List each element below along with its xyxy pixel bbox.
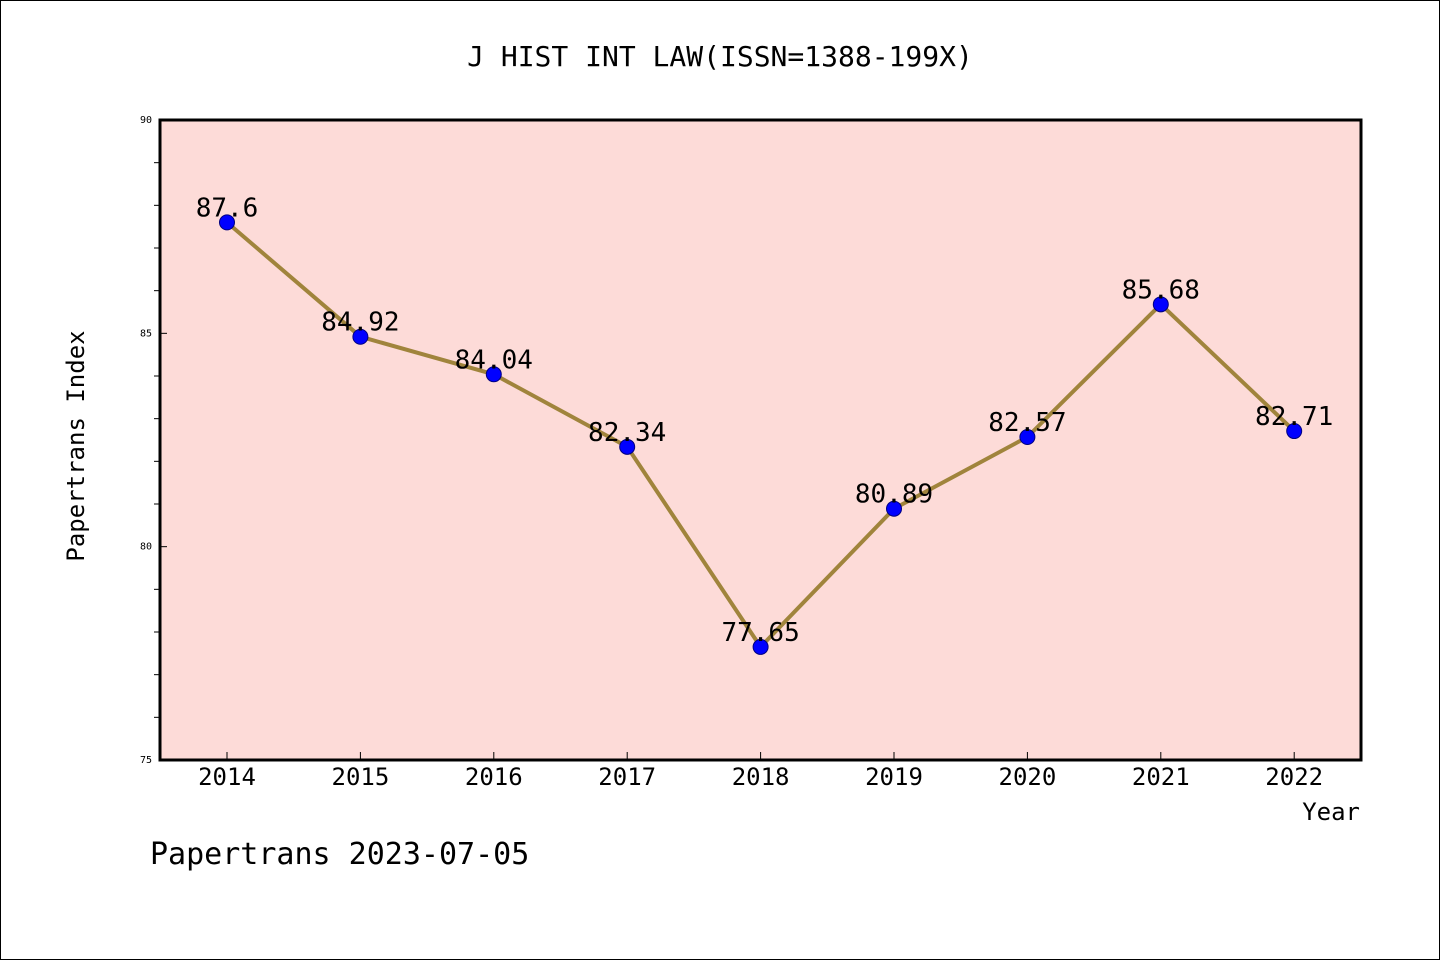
y-minor-ticks xyxy=(154,162,160,718)
x-tick-label: 2015 xyxy=(332,763,390,791)
footer-note: Papertrans 2023-07-05 xyxy=(150,837,529,872)
y-tick-label: 90 xyxy=(140,115,152,126)
x-tick-label: 2022 xyxy=(1265,763,1323,791)
data-point xyxy=(886,500,902,517)
data-label: 85.68 xyxy=(1122,275,1200,305)
data-points xyxy=(219,214,1303,655)
data-point xyxy=(752,638,769,655)
y-axis-ticks: 75 80 85 90 xyxy=(140,115,167,766)
data-point xyxy=(1152,296,1169,313)
data-labels: 87.6 84.92 84.04 82.34 77.65 80.89 82.57 85.68 8… xyxy=(196,193,1334,648)
data-point xyxy=(485,366,502,383)
y-axis-title: Papertrans Index xyxy=(62,330,90,561)
x-axis-ticks: 2014 2015 2016 2017 2018 2019 2020 2021 2022 xyxy=(198,752,1323,791)
x-tick-label: 2020 xyxy=(999,763,1057,791)
data-label: 82.71 xyxy=(1255,402,1333,432)
x-tick-label: 2018 xyxy=(732,763,790,791)
data-label: 84.92 xyxy=(321,308,399,338)
data-point xyxy=(1019,429,1036,446)
y-tick-label: 75 xyxy=(140,755,152,766)
x-tick-label: 2014 xyxy=(198,763,256,791)
x-axis-title: Year xyxy=(1302,798,1360,826)
data-label: 84.04 xyxy=(455,345,533,375)
x-tick-label: 2016 xyxy=(465,763,523,791)
chart-title: J HIST INT LAW(ISSN=1388-199X) xyxy=(467,40,973,73)
plot-area xyxy=(158,118,1363,762)
data-label: 82.34 xyxy=(588,418,666,448)
y-tick-label: 85 xyxy=(140,328,152,339)
x-tick-label: 2021 xyxy=(1132,763,1190,791)
data-point xyxy=(219,214,235,231)
data-point xyxy=(352,328,369,345)
data-label: 77.65 xyxy=(721,618,799,648)
data-label: 87.6 xyxy=(196,193,259,223)
data-point xyxy=(619,438,636,455)
x-tick-label: 2017 xyxy=(598,763,656,791)
x-tick-label: 2019 xyxy=(865,763,923,791)
data-label: 82.57 xyxy=(988,408,1066,438)
data-label: 80.89 xyxy=(855,480,933,510)
data-point xyxy=(1286,423,1303,440)
y-tick-label: 80 xyxy=(140,542,152,553)
